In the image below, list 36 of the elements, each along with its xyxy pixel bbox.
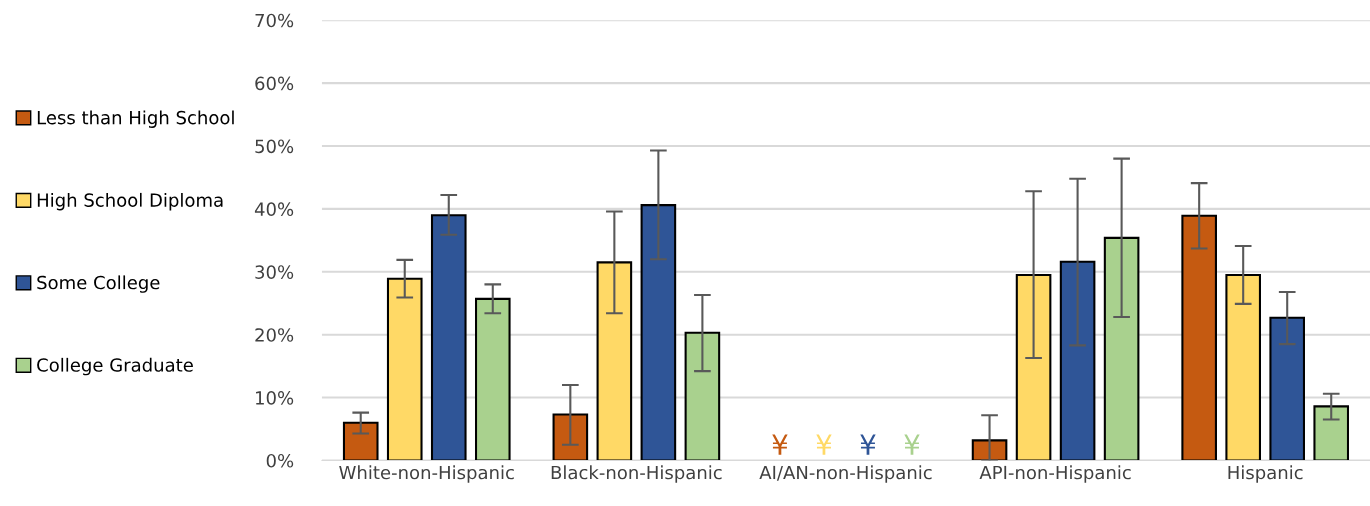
y-tick-label: 50% xyxy=(255,139,294,154)
y-tick-label: 30% xyxy=(255,265,294,279)
bar xyxy=(1059,260,1096,461)
bar xyxy=(1103,236,1140,461)
bar xyxy=(640,204,677,461)
text: ¥ xyxy=(904,434,920,455)
bar xyxy=(684,331,721,461)
bar xyxy=(474,297,511,461)
y-tick-label: 40% xyxy=(254,202,294,217)
y-tick-label: 70% xyxy=(255,13,294,28)
legend-label: Less than High School xyxy=(37,110,234,128)
x-tick-label: API-non-Hispanic xyxy=(979,465,1131,483)
legend-label: Some College xyxy=(37,275,160,293)
y-tick-label: 60% xyxy=(255,76,294,91)
y-tick-label: 20% xyxy=(255,328,294,342)
x-tick-label: Black-non-Hispanic xyxy=(551,465,722,483)
bar xyxy=(1313,405,1350,461)
bar xyxy=(430,214,467,461)
bar xyxy=(552,413,589,461)
text: ¥ xyxy=(772,434,788,455)
y-tick-label: 0% xyxy=(266,453,294,468)
bar xyxy=(342,421,379,461)
bar xyxy=(386,277,423,461)
bar xyxy=(1181,214,1217,461)
x-tick-label: White-non-Hispanic xyxy=(339,465,514,483)
x-tick-label: AI/AN-non-Hispanic xyxy=(759,465,932,483)
bar xyxy=(1269,316,1306,461)
y-tick-label: 10% xyxy=(256,391,294,405)
bar xyxy=(1225,273,1261,461)
x-tick-label: Hispanic xyxy=(1228,465,1303,483)
bar xyxy=(596,261,633,461)
text: ¥ xyxy=(816,434,832,455)
bar xyxy=(1015,273,1052,461)
legend-label: College Graduate xyxy=(37,357,193,376)
text: ¥ xyxy=(860,434,876,455)
legend-label: High School Diploma xyxy=(37,192,223,211)
